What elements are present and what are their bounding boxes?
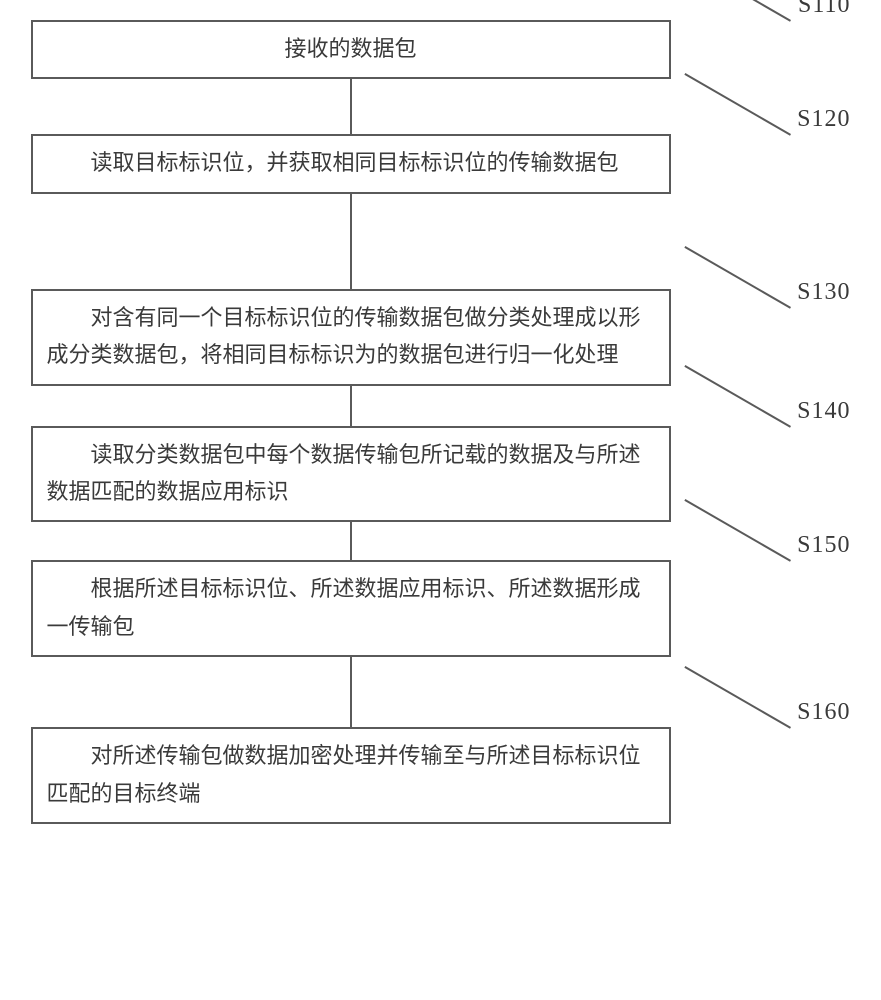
connector-line <box>350 79 352 134</box>
flowchart-container: S110接收的数据包S120读取目标标识位，并获取相同目标标识位的传输数据包S1… <box>31 20 851 824</box>
step-label: S110 <box>798 0 850 19</box>
step-text: 读取分类数据包中每个数据传输包所记载的数据及与所述数据匹配的数据应用标识 <box>47 436 655 511</box>
step-text: 对含有同一个目标标识位的传输数据包做分类处理成以形成分类数据包，将相同目标标识为… <box>47 299 655 374</box>
flow-step-s150: S150根据所述目标标识位、所述数据应用标识、所述数据形成一传输包 <box>31 560 851 657</box>
flow-step-s110: S110接收的数据包 <box>31 20 851 79</box>
flow-step-s160: S160对所述传输包做数据加密处理并传输至与所述目标标识位匹配的目标终端 <box>31 727 851 824</box>
step-label: S130 <box>797 279 850 306</box>
connector-line <box>350 657 352 727</box>
step-label: S140 <box>797 398 850 425</box>
connector-wrap <box>31 522 671 560</box>
connector-wrap <box>31 194 671 289</box>
step-text: 对所述传输包做数据加密处理并传输至与所述目标标识位匹配的目标终端 <box>47 737 655 812</box>
leader-line <box>684 246 791 309</box>
connector-wrap <box>31 386 671 426</box>
step-label: S160 <box>797 699 850 726</box>
leader-line <box>684 73 791 136</box>
step-label: S150 <box>797 532 850 559</box>
step-box: 根据所述目标标识位、所述数据应用标识、所述数据形成一传输包 <box>31 560 671 657</box>
connector-line <box>350 194 352 289</box>
step-text: 根据所述目标标识位、所述数据应用标识、所述数据形成一传输包 <box>47 570 655 645</box>
connector-line <box>350 522 352 560</box>
step-box: 对所述传输包做数据加密处理并传输至与所述目标标识位匹配的目标终端 <box>31 727 671 824</box>
step-box: 读取目标标识位，并获取相同目标标识位的传输数据包 <box>31 134 671 193</box>
flow-step-s120: S120读取目标标识位，并获取相同目标标识位的传输数据包 <box>31 134 851 193</box>
flow-step-s130: S130对含有同一个目标标识位的传输数据包做分类处理成以形成分类数据包，将相同目… <box>31 289 851 386</box>
connector-wrap <box>31 657 671 727</box>
step-text: 接收的数据包 <box>47 30 655 67</box>
flow-step-s140: S140读取分类数据包中每个数据传输包所记载的数据及与所述数据匹配的数据应用标识 <box>31 426 851 523</box>
leader-line <box>684 666 791 729</box>
step-box: 接收的数据包 <box>31 20 671 79</box>
step-box: 读取分类数据包中每个数据传输包所记载的数据及与所述数据匹配的数据应用标识 <box>31 426 671 523</box>
step-text: 读取目标标识位，并获取相同目标标识位的传输数据包 <box>47 144 655 181</box>
connector-line <box>350 386 352 426</box>
connector-wrap <box>31 79 671 134</box>
step-label: S120 <box>797 106 850 133</box>
leader-line <box>684 0 791 22</box>
step-box: 对含有同一个目标标识位的传输数据包做分类处理成以形成分类数据包，将相同目标标识为… <box>31 289 671 386</box>
